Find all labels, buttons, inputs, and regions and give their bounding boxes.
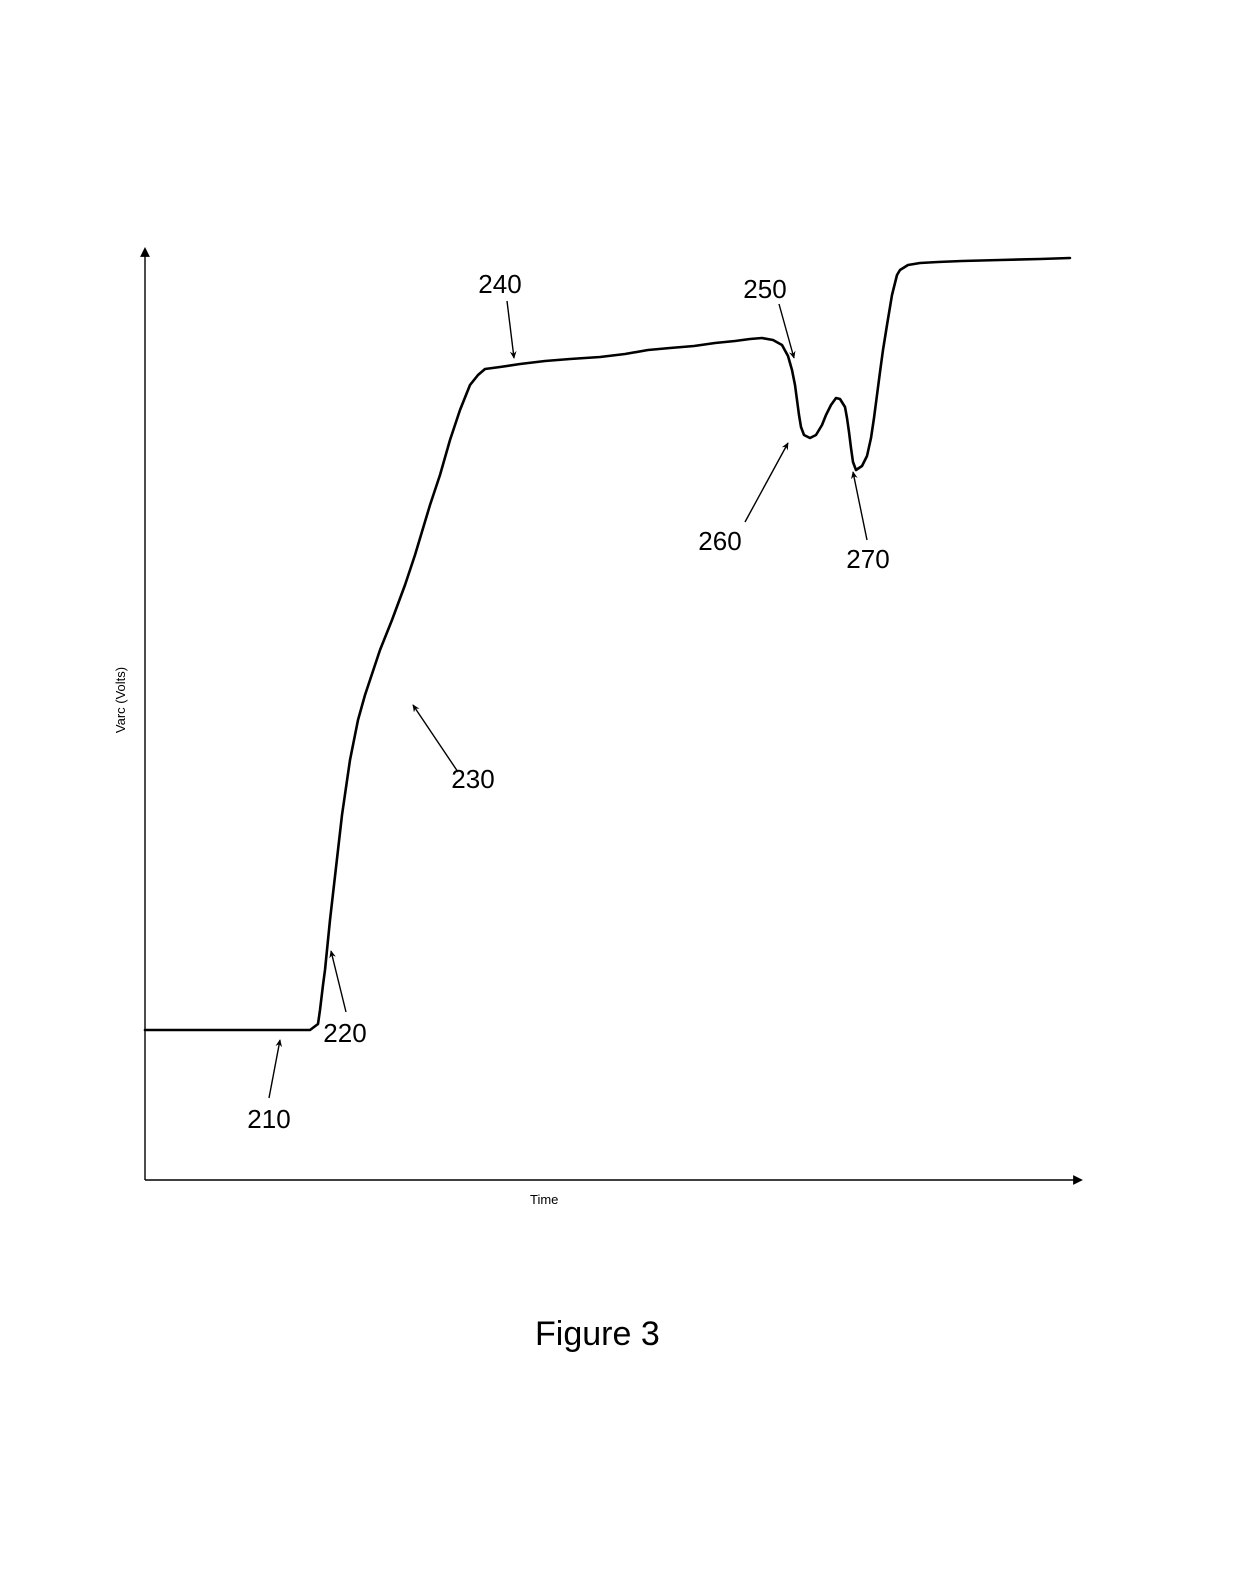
annotation-arrow-230 — [413, 705, 458, 772]
annotation-arrow-260 — [745, 443, 788, 522]
annotation-arrow-210 — [269, 1040, 280, 1098]
annotation-arrow-240 — [507, 301, 514, 358]
annotation-label-260: 260 — [698, 526, 741, 556]
figure-caption: Figure 3 — [535, 1315, 660, 1353]
annotation-arrow-270 — [853, 472, 867, 540]
x-axis-label: Time — [530, 1192, 558, 1207]
annotation-label-240: 240 — [478, 269, 521, 299]
annotation-label-210: 210 — [247, 1104, 290, 1134]
annotation-arrow-250 — [779, 304, 794, 358]
annotation-label-230: 230 — [451, 764, 494, 794]
signal-curve — [145, 258, 1070, 1030]
annotation-label-270: 270 — [846, 544, 889, 574]
y-axis-label: Varc (Volts) — [113, 667, 128, 733]
annotation-label-250: 250 — [743, 274, 786, 304]
annotation-label-220: 220 — [323, 1018, 366, 1048]
annotation-arrow-220 — [331, 951, 346, 1012]
